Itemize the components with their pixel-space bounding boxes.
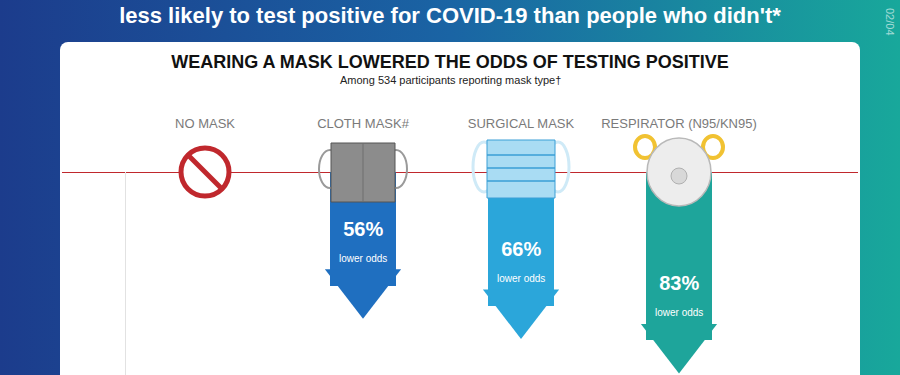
- svg-text:66%lower odds: 66%lower odds: [497, 238, 545, 284]
- svg-text:83%lower odds: 83%lower odds: [655, 272, 703, 318]
- svg-text:Among 534 participants reporti: Among 534 participants reporting mask ty…: [340, 74, 561, 86]
- svg-text:CLOTH MASK#: CLOTH MASK#: [317, 116, 410, 131]
- html-text:02/04: 02/04: [884, 8, 896, 36]
- svg-text:SURGICAL MASK: SURGICAL MASK: [468, 116, 575, 131]
- svg-text:56%lower odds: 56%lower odds: [339, 218, 387, 264]
- svg-text:NO MASK: NO MASK: [175, 116, 235, 131]
- html-text:less likely to test positive f: less likely to test positive for COVID-1…: [119, 3, 781, 28]
- svg-text:RESPIRATOR (N95/KN95): RESPIRATOR (N95/KN95): [601, 116, 757, 131]
- svg-text:WEARING A MASK LOWERED THE ODD: WEARING A MASK LOWERED THE ODDS OF TESTI…: [171, 52, 729, 72]
